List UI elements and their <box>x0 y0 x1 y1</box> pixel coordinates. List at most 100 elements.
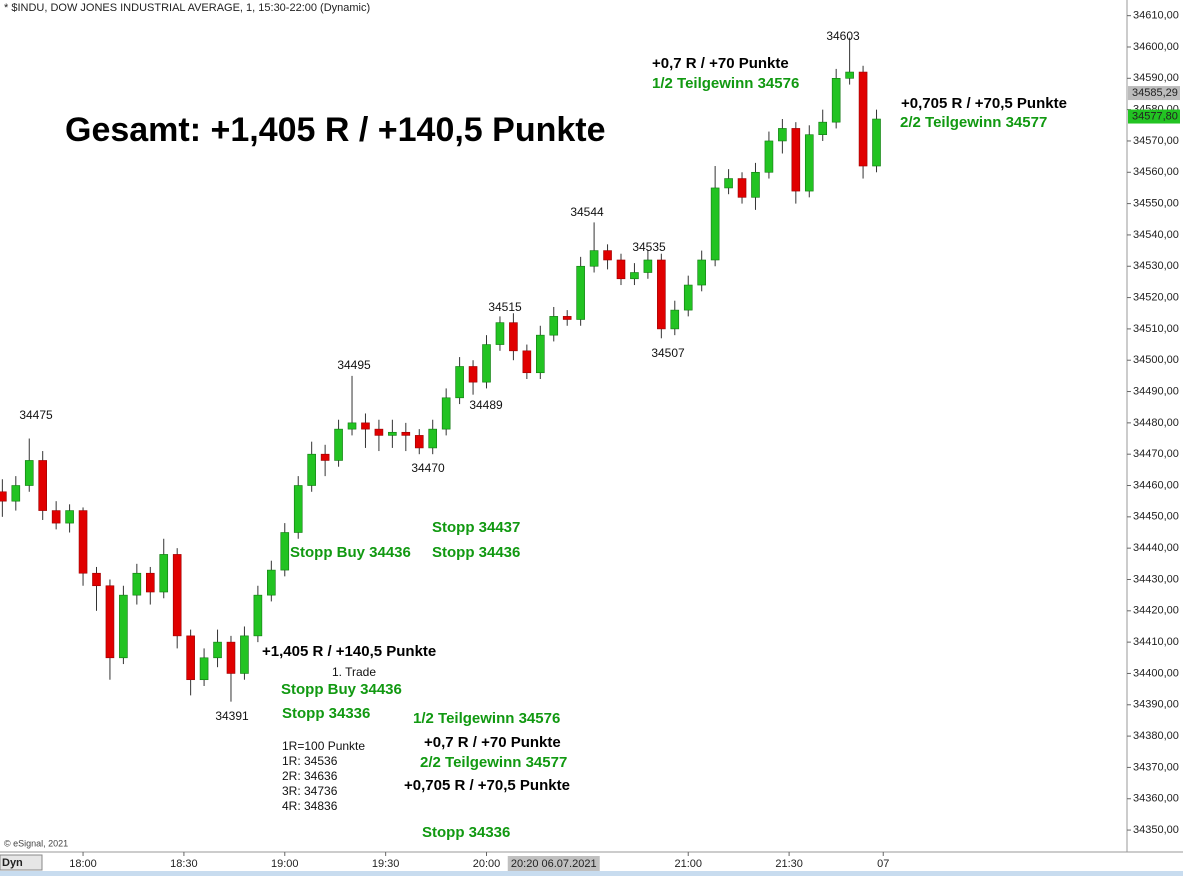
y-tick-label: 34430,00 <box>1133 573 1179 585</box>
x-tick-label: 21:30 <box>775 858 803 870</box>
candle-body <box>132 572 142 596</box>
annotation: 2/2 Teilgewinn 34577 <box>900 114 1047 131</box>
y-tick-label: 34600,00 <box>1133 41 1179 53</box>
y-tick-label: 34400,00 <box>1133 667 1179 679</box>
candle-body <box>643 259 653 273</box>
price-label: 34603 <box>826 29 860 43</box>
candle-body <box>11 485 21 502</box>
x-tick-label: 19:30 <box>372 858 400 870</box>
candle-body <box>831 78 841 123</box>
price-label: 34475 <box>19 408 53 422</box>
candle-body <box>845 71 854 79</box>
copyright: © eSignal, 2021 <box>4 838 68 848</box>
candle-body <box>24 460 34 486</box>
candle-body <box>455 366 464 399</box>
annotation: +0,7 R / +70 Punkte <box>424 734 561 751</box>
candle-body <box>576 265 585 320</box>
candle-body <box>119 594 128 659</box>
candle-body <box>751 171 760 198</box>
candle-body <box>105 585 115 659</box>
candle-body <box>213 641 222 659</box>
candle-body <box>428 428 438 449</box>
candle-body <box>791 128 801 192</box>
small-note: 3R: 34736 <box>282 784 338 798</box>
candle-body <box>670 309 680 330</box>
annotation: +1,405 R / +140,5 Punkte <box>262 643 436 660</box>
x-tick-label: 20:00 <box>473 858 501 870</box>
candle-body <box>589 250 599 267</box>
small-note: 4R: 34836 <box>282 799 338 813</box>
candle-body <box>468 366 478 383</box>
annotation: 2/2 Teilgewinn 34577 <box>420 754 567 771</box>
candle-body <box>562 316 572 320</box>
annotation: Stopp 34336 <box>422 824 510 841</box>
y-tick-label: 34350,00 <box>1133 824 1179 836</box>
annotation: +0,705 R / +70,5 Punkte <box>404 777 570 794</box>
y-tick-label: 34570,00 <box>1133 135 1179 147</box>
annotation: 1/2 Teilgewinn 34576 <box>652 75 799 92</box>
y-tick-label: 34520,00 <box>1133 291 1179 303</box>
annotation: Stopp Buy 34436 <box>281 681 402 698</box>
candle-body <box>38 460 47 511</box>
candle-body <box>778 128 787 142</box>
price-label: 34495 <box>337 358 371 372</box>
candle-body <box>872 118 881 167</box>
candle-body <box>199 657 209 681</box>
candle-body <box>361 422 370 430</box>
price-label: 34489 <box>469 398 503 412</box>
candle-body <box>65 510 74 524</box>
candle-body <box>334 428 343 461</box>
annotation: Stopp 34436 <box>432 544 520 561</box>
candle-body <box>603 250 612 261</box>
cursor-label: 20:20 06.07.2021 <box>511 858 597 870</box>
y-tick-label: 34540,00 <box>1133 229 1179 241</box>
x-tick-label: 18:30 <box>170 858 198 870</box>
price-tag <box>1128 86 1180 101</box>
candle-body <box>737 178 747 198</box>
candle-body <box>509 322 518 352</box>
y-tick-label: 34550,00 <box>1133 198 1179 210</box>
candle-body <box>374 428 384 436</box>
candle-body <box>414 435 424 449</box>
price-label: 34515 <box>488 300 522 314</box>
candle-body <box>522 350 532 374</box>
mode-button[interactable] <box>0 854 43 871</box>
candle-body <box>0 491 7 502</box>
y-tick-label: 34390,00 <box>1133 699 1179 711</box>
candle-body <box>240 635 249 674</box>
candle-body <box>697 259 706 286</box>
candle-body <box>320 453 330 461</box>
y-tick-label: 34380,00 <box>1133 730 1179 742</box>
y-tick-label: 34560,00 <box>1133 166 1179 178</box>
scroll-bar <box>0 871 1183 876</box>
y-tick-label: 34590,00 <box>1133 72 1179 84</box>
candle-body <box>226 641 236 674</box>
candle-body <box>804 134 814 192</box>
price-label: 34391 <box>215 709 249 723</box>
candle-body <box>145 572 155 593</box>
candle-body <box>267 569 276 596</box>
candle-body <box>657 259 666 330</box>
candle-body <box>495 322 505 345</box>
candle-body <box>78 510 88 574</box>
candle-body <box>683 284 693 311</box>
chart-title: * $INDU, DOW JONES INDUSTRIAL AVERAGE, 1… <box>4 2 370 14</box>
price-label: 34507 <box>651 346 685 360</box>
candle-body <box>441 397 451 430</box>
price-label: 34470 <box>411 461 445 475</box>
candle-body <box>347 422 357 430</box>
annotation: Stopp 34437 <box>432 519 520 536</box>
candle-body <box>764 140 774 173</box>
candle-body <box>92 572 101 587</box>
x-tick-label: 18:00 <box>69 858 97 870</box>
annotation: 1/2 Teilgewinn 34576 <box>413 710 560 727</box>
mode-label: Dyn <box>2 857 23 869</box>
price-tag-label: 34585,29 <box>1132 87 1178 99</box>
y-tick-label: 34480,00 <box>1133 417 1179 429</box>
x-tick-label: 07 <box>877 858 889 870</box>
price-tag-label: 34577,80 <box>1132 110 1178 122</box>
y-tick-label: 34610,00 <box>1133 10 1179 22</box>
y-tick-label: 34360,00 <box>1133 793 1179 805</box>
